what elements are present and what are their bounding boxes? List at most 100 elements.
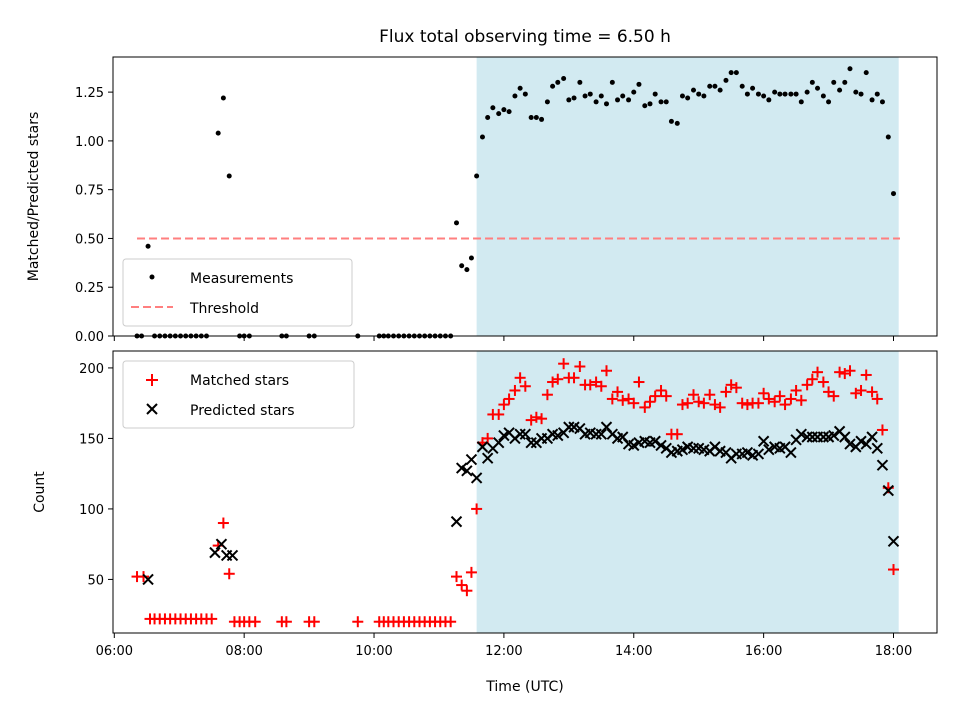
- measurement-point: [815, 85, 821, 91]
- measurement-point: [842, 79, 848, 85]
- predicted-point: [476, 441, 489, 453]
- top-y-ticks: 0.00 0.25 0.50 0.75 1.00 1.25: [75, 86, 113, 345]
- y-tick-label: 0.50: [75, 232, 104, 247]
- bottom-panel: 50 100 150 200 06:00 08:00 10:00 12:00 14:00 16:…: [32, 350, 938, 695]
- predicted-point: [209, 546, 221, 559]
- bottom-legend: Matched stars Predicted stars: [122, 360, 355, 429]
- measurement-point: [885, 134, 891, 140]
- predicted-point: [871, 442, 883, 454]
- bottom-x-ticks: 06:00 08:00 10:00 12:00 14:00 16:00 18:00: [96, 633, 912, 659]
- measurement-point: [577, 79, 583, 85]
- measurement-point: [220, 95, 226, 101]
- y-tick-label: 150: [79, 432, 104, 447]
- measurement-point: [539, 116, 545, 122]
- measurement-point: [571, 95, 577, 101]
- top-x-ticks: [113, 336, 894, 341]
- measurement-point: [468, 255, 474, 261]
- matched-point: [644, 396, 656, 408]
- predicted-point: [801, 431, 813, 443]
- bottom-observing-window: [476, 351, 899, 633]
- matched-point: [866, 386, 878, 398]
- matched-point: [795, 394, 807, 406]
- measurement-point: [506, 109, 512, 115]
- matched-point: [445, 616, 457, 628]
- matched-point: [660, 390, 672, 402]
- matched-point: [769, 396, 781, 408]
- matched-point: [688, 389, 700, 401]
- matched-point: [308, 616, 320, 628]
- measurement-point: [631, 89, 637, 95]
- matched-point: [223, 568, 235, 580]
- matched-point: [541, 389, 553, 401]
- matched-point: [779, 399, 791, 411]
- measurement-point: [723, 77, 729, 83]
- measurement-point: [512, 93, 518, 99]
- legend-predicted-marker: [146, 403, 158, 415]
- predicted-point: [461, 465, 473, 477]
- x-tick-label: 14:00: [615, 644, 652, 659]
- measurement-point: [696, 91, 702, 97]
- measurement-point: [555, 79, 561, 85]
- measurement-point: [782, 91, 788, 97]
- predicted-point: [785, 446, 797, 459]
- matched-point: [828, 390, 840, 402]
- predicted-point: [481, 452, 494, 464]
- measurement-point: [853, 89, 859, 95]
- matched-point: [876, 424, 888, 436]
- matched-point: [456, 579, 468, 591]
- matched-point: [774, 390, 786, 402]
- top-plot-frame: [112, 56, 938, 337]
- matched-point: [493, 408, 505, 420]
- predicted-point: [470, 472, 483, 484]
- measurement-point: [798, 99, 804, 105]
- predicted-point: [649, 435, 661, 447]
- measurement-point: [701, 93, 707, 99]
- measurement-point: [674, 120, 680, 126]
- predicted-points: [142, 421, 900, 586]
- measurement-point: [668, 118, 674, 124]
- measurement-point: [874, 91, 880, 97]
- measurement-point: [459, 263, 465, 269]
- matched-point: [617, 394, 629, 406]
- matched-point: [606, 393, 618, 405]
- legend-matched-label: Matched stars: [190, 373, 289, 389]
- predicted-point: [465, 453, 478, 466]
- measurement-point: [479, 134, 485, 140]
- measurement-point: [744, 91, 750, 97]
- predicted-point: [839, 431, 851, 443]
- measurement-point: [772, 89, 778, 95]
- matched-point: [465, 566, 477, 578]
- measurement-point: [750, 85, 756, 91]
- measurement-point: [636, 81, 642, 87]
- legend-predicted-label: Predicted stars: [190, 403, 295, 419]
- y-tick-label: 1.25: [75, 86, 104, 101]
- y-tick-label: 50: [87, 573, 104, 588]
- legend-matched-marker: [146, 374, 158, 386]
- measurement-point: [826, 99, 832, 105]
- matched-point: [752, 397, 764, 409]
- matched-point: [682, 397, 694, 409]
- measurement-point: [561, 75, 567, 81]
- matched-point: [785, 393, 797, 405]
- measurement-point: [522, 91, 528, 97]
- matched-point: [834, 366, 846, 378]
- predicted-point: [563, 421, 575, 433]
- measurement-point: [809, 79, 815, 85]
- measurement-point: [582, 93, 588, 99]
- measurement-point: [739, 83, 745, 89]
- y-tick-label: 100: [79, 503, 104, 518]
- matched-point: [558, 358, 570, 370]
- x-tick-label: 12:00: [485, 644, 522, 659]
- matched-points: [131, 358, 899, 628]
- matched-point: [855, 384, 867, 396]
- measurement-point: [831, 79, 837, 85]
- measurement-point: [533, 114, 539, 120]
- matched-point: [704, 389, 716, 401]
- predicted-point: [525, 436, 537, 449]
- matched-point: [450, 571, 462, 583]
- measurement-point: [550, 83, 556, 89]
- matched-point: [536, 413, 548, 425]
- measurement-point: [755, 91, 761, 97]
- measurement-point: [847, 66, 853, 72]
- predicted-point: [514, 428, 526, 440]
